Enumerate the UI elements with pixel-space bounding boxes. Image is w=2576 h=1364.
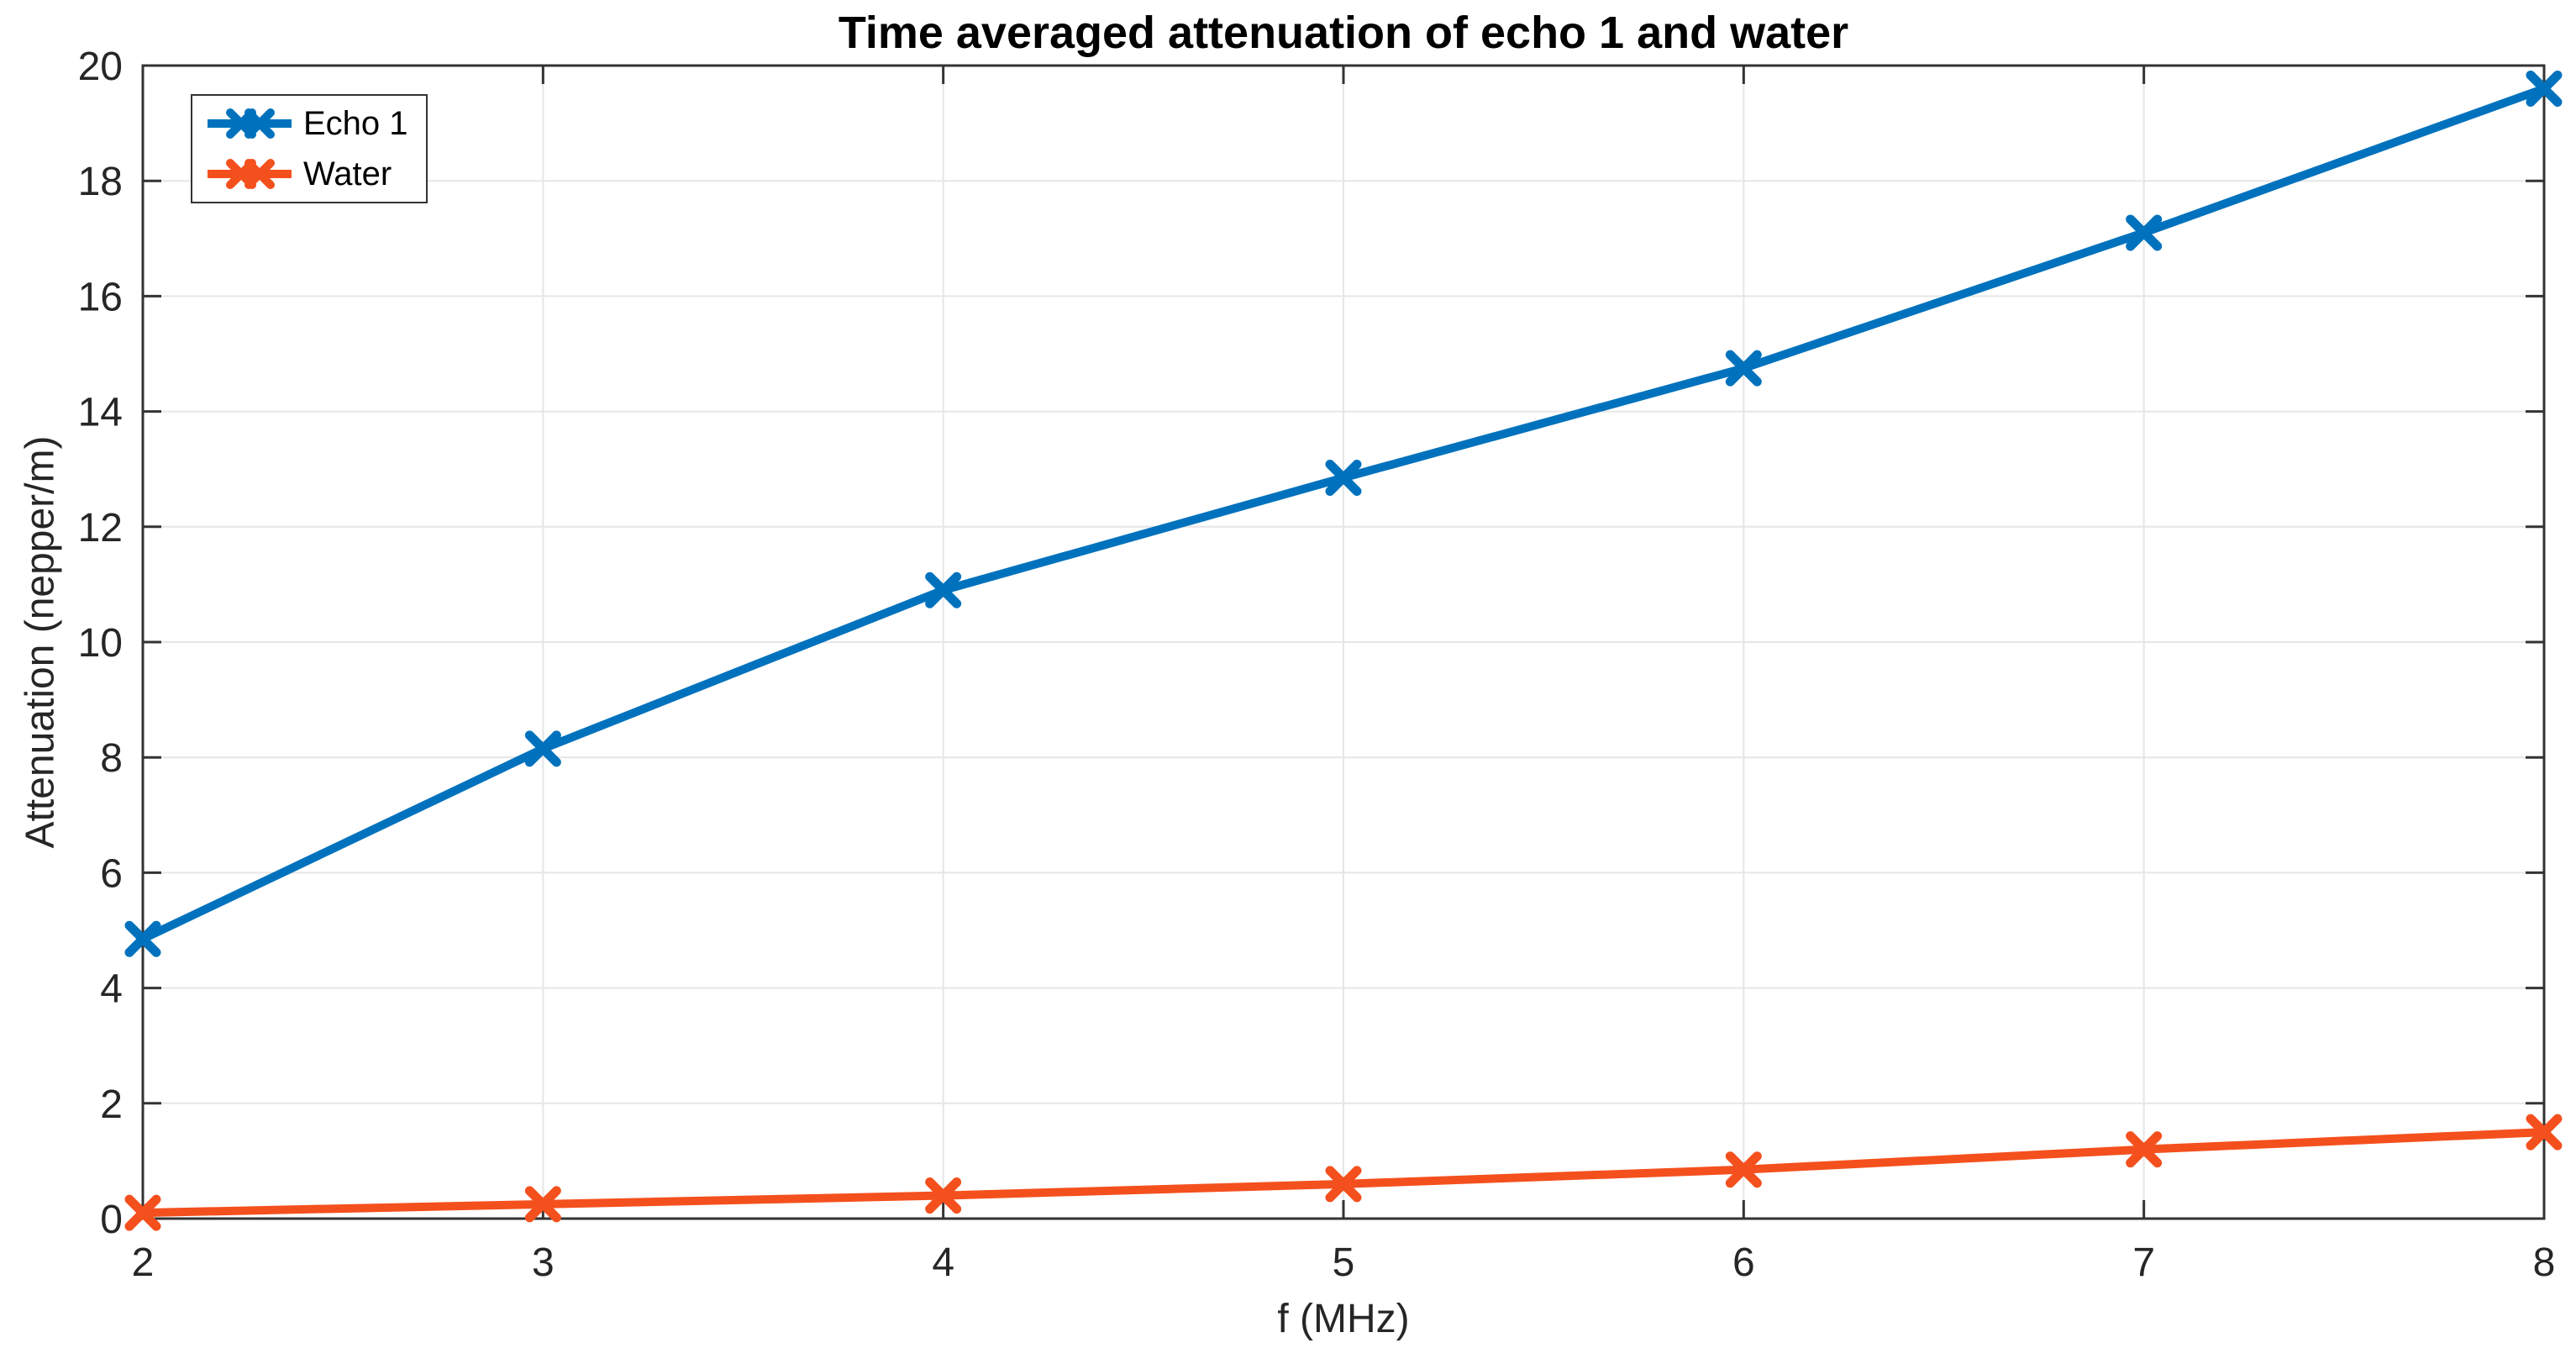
legend-entry-echo-1: Echo 1 xyxy=(192,102,426,145)
legend: Echo 1 Water xyxy=(191,94,428,203)
data-point-marker xyxy=(524,730,561,767)
data-point-marker xyxy=(925,571,962,608)
legend-label: Water xyxy=(303,155,392,192)
chart-title: Time averaged attenuation of echo 1 and … xyxy=(838,8,1849,58)
legend-entry-water: Water xyxy=(192,152,426,196)
y-tick-label: 20 xyxy=(78,45,123,89)
data-point-marker xyxy=(524,1186,561,1223)
legend-line-sample xyxy=(208,159,292,189)
legend-label: Echo 1 xyxy=(303,104,408,142)
data-point-marker xyxy=(1725,350,1762,387)
x-tick-label: 8 xyxy=(2533,1240,2556,1285)
data-point-marker xyxy=(925,1177,962,1214)
y-tick-label: 8 xyxy=(100,736,123,781)
x-axis-label: f (MHz) xyxy=(1277,1297,1410,1341)
y-tick-label: 18 xyxy=(78,160,123,204)
y-tick-label: 12 xyxy=(78,506,123,550)
x-tick-label: 2 xyxy=(132,1240,155,1285)
data-point-marker xyxy=(1725,1151,1762,1188)
y-tick-label: 14 xyxy=(78,391,123,435)
data-point-marker xyxy=(1325,459,1362,496)
legend-x-marker-icon xyxy=(244,159,275,189)
series-water xyxy=(124,1114,2563,1231)
legend-line-sample xyxy=(208,108,292,139)
y-tick-label: 4 xyxy=(100,967,123,1012)
y-tick-label: 2 xyxy=(100,1082,123,1127)
data-point-marker xyxy=(124,920,161,957)
data-point-marker xyxy=(2126,1131,2163,1168)
data-point-marker xyxy=(2526,70,2563,107)
data-point-marker xyxy=(2126,214,2163,251)
y-tick-label: 16 xyxy=(78,275,123,319)
series-echo-1 xyxy=(124,70,2563,957)
x-tick-label: 5 xyxy=(1333,1240,1355,1285)
y-tick-label: 0 xyxy=(100,1198,123,1242)
x-tick-label: 7 xyxy=(2132,1240,2155,1285)
y-tick-label: 6 xyxy=(100,851,123,896)
x-tick-label: 6 xyxy=(1732,1240,1755,1285)
data-point-marker xyxy=(1325,1166,1362,1203)
x-tick-label: 4 xyxy=(932,1240,954,1285)
data-point-marker xyxy=(2526,1114,2563,1151)
data-point-marker xyxy=(124,1194,161,1231)
legend-x-marker-icon xyxy=(244,108,275,139)
y-tick-label: 10 xyxy=(78,621,123,666)
x-tick-label: 3 xyxy=(532,1240,555,1285)
